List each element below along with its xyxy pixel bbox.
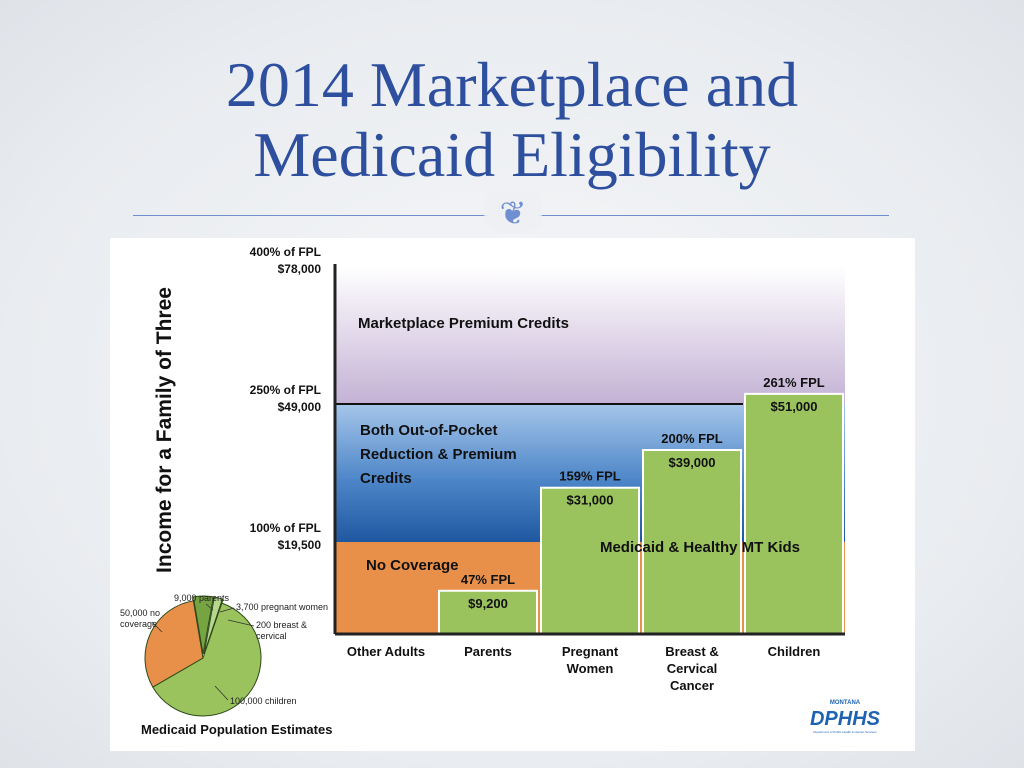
pie-label-3-700-pregnant-women-0: 3,700 pregnant women: [236, 602, 328, 612]
y-axis-title: Income for a Family of Three: [153, 287, 176, 573]
eligibility-chart: 47% FPL $9,200 159% FPL $31,000 200% FPL $39,…: [120, 245, 881, 737]
y-tick-250-income: $49,000: [278, 400, 322, 414]
income-label-parents: $9,200: [468, 596, 508, 611]
pie-label-50-000-no-coverage-0: 50,000 no: [120, 608, 160, 618]
pie-leader-200-breast-cervical: [227, 619, 255, 627]
category-label-children-0: Children: [768, 644, 821, 659]
y-tick-400-pct: 400% of FPL: [250, 245, 321, 259]
pie-slice-50-000-no-coverage: [144, 600, 204, 688]
eligibility-figure: 47% FPL $9,200 159% FPL $31,000 200% FPL $39,…: [110, 238, 915, 751]
logo-sub: Department of Public Health & Human Serv…: [813, 730, 877, 734]
pie-title: Medicaid Population Estimates: [141, 722, 332, 737]
pie-label-200-breast-cervical-1: cervical: [256, 631, 287, 641]
region-label-both-credits-2: Credits: [360, 470, 412, 487]
pie-leader-3-700-pregnant-women: [219, 607, 235, 613]
fpl-label-parents: 47% FPL: [461, 572, 515, 587]
pie-leader-50-000-no-coverage: [151, 621, 163, 633]
slide-title: 2014 Marketplace and Medicaid Eligibilit…: [0, 50, 1024, 190]
pie-label-200-breast-cervical-0: 200 breast &: [256, 620, 307, 630]
y-tick-400-income: $78,000: [278, 262, 322, 276]
region-label-no-coverage: No Coverage: [366, 557, 459, 574]
category-label-other-adults-0: Other Adults: [347, 644, 425, 659]
category-label-pregnant-women-0: Pregnant: [562, 644, 619, 659]
fpl-label-children: 261% FPL: [763, 375, 824, 390]
region-label-marketplace: Marketplace Premium Credits: [358, 315, 569, 332]
region-label-both-credits-1: Reduction & Premium: [360, 446, 517, 463]
pie-label-9-000-parents-0: 9,000 parents: [174, 593, 230, 603]
region-marketplace-premium-credits: [335, 266, 845, 404]
logo-main: DPHHS: [810, 708, 881, 730]
medicaid-bar-parents: [438, 589, 538, 636]
category-label-breast-cervical-cancer-1: Cervical: [667, 661, 718, 676]
category-label-breast-cervical-cancer-2: Cancer: [670, 678, 714, 693]
medicaid-bar-children: [744, 392, 844, 635]
income-label-children: $51,000: [771, 399, 818, 414]
category-label-parents-0: Parents: [464, 644, 512, 659]
fpl-label-breast-cervical-cancer: 200% FPL: [661, 431, 722, 446]
medicaid-bar-pregnant-women: [540, 486, 640, 635]
y-tick-250-pct: 250% of FPL: [250, 383, 321, 397]
pie-slice-9-000-parents: [192, 595, 214, 655]
y-tick-100-pct: 100% of FPL: [250, 521, 321, 535]
fpl-label-pregnant-women: 159% FPL: [559, 469, 620, 484]
region-label-medicaid: Medicaid & Healthy MT Kids: [600, 539, 800, 556]
pie-leader-100-000-children: [214, 685, 229, 701]
pie-leader-9-000-parents: [205, 603, 214, 611]
pie-label-50-000-no-coverage-1: coverage: [120, 619, 157, 629]
pie-slice-100-000-children: [152, 602, 262, 717]
slide-title-line-1: 2014 Marketplace and: [225, 49, 799, 120]
region-label-both-credits-0: Both Out-of-Pocket: [360, 422, 497, 439]
income-label-pregnant-women: $31,000: [567, 493, 614, 508]
category-label-pregnant-women-1: Women: [567, 661, 614, 676]
logo-top: MONTANA: [830, 700, 861, 706]
pie-label-100-000-children-0: 100,000 children: [230, 696, 297, 706]
slide-title-line-2: Medicaid Eligibility: [253, 119, 771, 190]
y-tick-100-income: $19,500: [278, 538, 322, 552]
medicaid-bar-breast-cervical-cancer: [642, 449, 742, 635]
ornament-icon: ❦: [484, 192, 542, 234]
category-label-breast-cervical-cancer-0: Breast &: [665, 644, 718, 659]
income-label-breast-cervical-cancer: $39,000: [669, 455, 716, 470]
